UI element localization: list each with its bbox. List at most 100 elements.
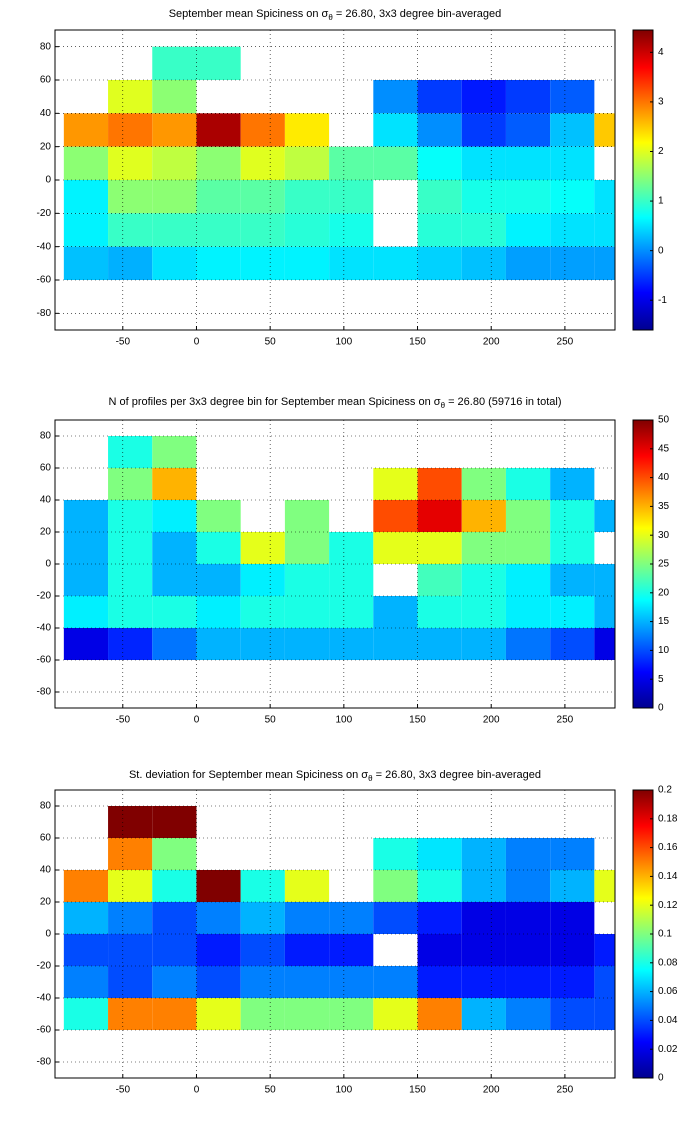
heat-cell: [329, 628, 374, 660]
x-tick-label: 150: [409, 337, 426, 348]
heat-cell: [594, 564, 615, 596]
colorbar: [632, 29, 654, 331]
heat-cell: [240, 146, 285, 180]
heat-cell: [417, 870, 462, 902]
heat-cell: [461, 146, 506, 180]
heat-cell: [240, 180, 285, 214]
title-text: September mean Spiciness on σ: [169, 8, 329, 20]
heat-cell: [284, 246, 330, 280]
y-tick-label: 20: [40, 897, 52, 908]
heat-cell: [240, 213, 285, 247]
heat-cell: [594, 213, 615, 247]
heat-cell: [152, 500, 197, 532]
heat-cell: [108, 998, 153, 1030]
heat-cell: [108, 596, 153, 628]
colorbar-tick-label: 20: [658, 587, 670, 598]
y-tick-label: -20: [37, 591, 52, 602]
title-text: = 26.80 (59716 in total): [445, 396, 562, 408]
x-tick-label: 100: [335, 715, 352, 726]
x-tick-label: 50: [265, 715, 277, 726]
x-tick-label: 250: [557, 337, 574, 348]
heat-cell: [417, 564, 462, 596]
heat-cell: [550, 80, 595, 114]
heat-cell: [152, 180, 197, 214]
heat-cell: [108, 246, 153, 280]
heat-cell: [108, 838, 153, 870]
y-tick-label: 0: [45, 559, 51, 570]
colorbar-tick-label: -1: [658, 295, 667, 306]
plot-frame: [54, 789, 616, 1079]
heat-cell: [108, 146, 153, 180]
x-tick-label: 200: [483, 337, 500, 348]
heat-cell: [196, 213, 241, 247]
heat-cell: [284, 998, 330, 1030]
x-tick-label: 200: [483, 715, 500, 726]
heat-cell: [63, 564, 109, 596]
heat-cell: [63, 998, 109, 1030]
heat-cell: [240, 934, 285, 966]
heat-cell: [594, 113, 615, 147]
colorbar-tick-label: 15: [658, 616, 670, 627]
heat-cell: [329, 180, 374, 214]
heat-cell: [417, 596, 462, 628]
panel-title: N of profiles per 3x3 degree bin for Sep…: [108, 396, 561, 410]
heat-cell: [417, 902, 462, 934]
heat-cell: [505, 870, 551, 902]
colorbar-tick-label: 25: [658, 559, 670, 570]
heat-cell: [63, 532, 109, 564]
heat-cell: [373, 628, 418, 660]
heat-cell: [240, 902, 285, 934]
x-tick-label: 50: [265, 337, 277, 348]
heat-cell: [417, 532, 462, 564]
heat-cell: [550, 870, 595, 902]
heat-cell: [152, 628, 197, 660]
heat-cell: [461, 213, 506, 247]
colorbar-tick-label: 10: [658, 645, 670, 656]
heat-cell: [196, 180, 241, 214]
y-tick-label: 20: [40, 527, 52, 538]
heat-cell: [461, 500, 506, 532]
heat-cell: [505, 966, 551, 998]
title-text: N of profiles per 3x3 degree bin for Sep…: [108, 396, 440, 408]
y-tick-label: -60: [37, 275, 52, 286]
heat-cell: [196, 998, 241, 1030]
heat-cell: [373, 966, 418, 998]
heat-cell: [461, 966, 506, 998]
heat-cell: [594, 934, 615, 966]
heat-cell: [373, 500, 418, 532]
heat-cell: [373, 870, 418, 902]
heat-cell: [240, 596, 285, 628]
colorbar-tick-label: 4: [658, 47, 664, 58]
title-text: St. deviation for September mean Spicine…: [129, 769, 368, 781]
heat-cell: [461, 902, 506, 934]
heat-cell: [417, 180, 462, 214]
heat-cell: [329, 966, 374, 998]
heat-cell: [505, 213, 551, 247]
x-tick-label: 50: [265, 1085, 277, 1096]
x-tick-label: 250: [557, 715, 574, 726]
heat-cell: [196, 934, 241, 966]
heat-cell: [550, 628, 595, 660]
heat-cell: [284, 180, 330, 214]
heat-cell: [461, 870, 506, 902]
heat-cell: [108, 902, 153, 934]
y-tick-label: 60: [40, 75, 52, 86]
heat-cell: [373, 902, 418, 934]
heat-cell: [505, 146, 551, 180]
heat-cell: [108, 468, 153, 500]
heat-cell: [63, 934, 109, 966]
heat-cell: [108, 436, 153, 468]
heat-cell: [505, 246, 551, 280]
heat-cell: [329, 564, 374, 596]
colorbar-tick-label: 0.08: [658, 957, 678, 968]
heat-cell: [373, 468, 418, 500]
heat-cell: [550, 246, 595, 280]
heat-cell: [240, 564, 285, 596]
heat-cell: [594, 500, 615, 532]
heat-cell: [550, 838, 595, 870]
colorbar-tick-label: 0.14: [658, 871, 678, 882]
heat-cell: [329, 146, 374, 180]
heat-cell: [329, 532, 374, 564]
heat-cell: [373, 113, 418, 147]
cells: [63, 46, 615, 280]
